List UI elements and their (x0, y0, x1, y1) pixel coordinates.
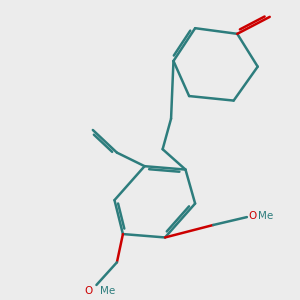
Text: O: O (85, 286, 93, 296)
Text: Me: Me (100, 286, 115, 296)
Text: Me: Me (258, 212, 274, 221)
Text: O: O (248, 212, 256, 221)
